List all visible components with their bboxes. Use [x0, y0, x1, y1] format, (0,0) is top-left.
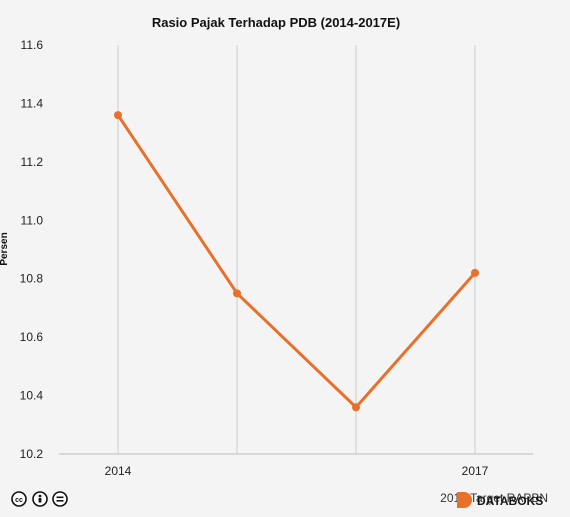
grid-layer [117, 45, 476, 454]
data-point [352, 403, 360, 412]
y-tick-label: 11.4 [21, 96, 44, 110]
y-tick-label: 11.2 [21, 155, 44, 169]
x-tick-label: 2017 [462, 464, 489, 478]
data-point [471, 268, 479, 277]
series-layer [114, 111, 479, 412]
axes-layer: 10.2 10.4 10.6 10.8 11.0 11.2 11.4 11.6 2014 2017 [20, 38, 533, 478]
y-tick-label: 10.6 [20, 330, 44, 344]
y-axis-title: Persen [0, 232, 10, 265]
y-tick-label: 11.6 [21, 38, 44, 52]
svg-text:cc: cc [15, 497, 23, 504]
y-tick-label: 10.8 [20, 272, 44, 286]
cc-icon: cc [11, 491, 27, 507]
brand-d-icon [457, 492, 472, 508]
series-line [116, 113, 477, 409]
by-icon [32, 491, 48, 507]
license-badge: cc [11, 491, 68, 507]
y-tick-label: 11.0 [21, 213, 44, 227]
data-point [233, 289, 241, 298]
x-tick-label: 2014 [105, 464, 132, 478]
y-tick-label: 10.4 [20, 389, 44, 403]
brand-text: DATABOKS [477, 494, 543, 508]
chart-title: Rasio Pajak Terhadap PDB (2014-2017E) [152, 15, 400, 30]
y-tick-label: 10.2 [20, 447, 44, 461]
nd-icon [52, 491, 68, 507]
data-point [114, 111, 122, 120]
brand-logo: DATABOKS [457, 492, 543, 508]
